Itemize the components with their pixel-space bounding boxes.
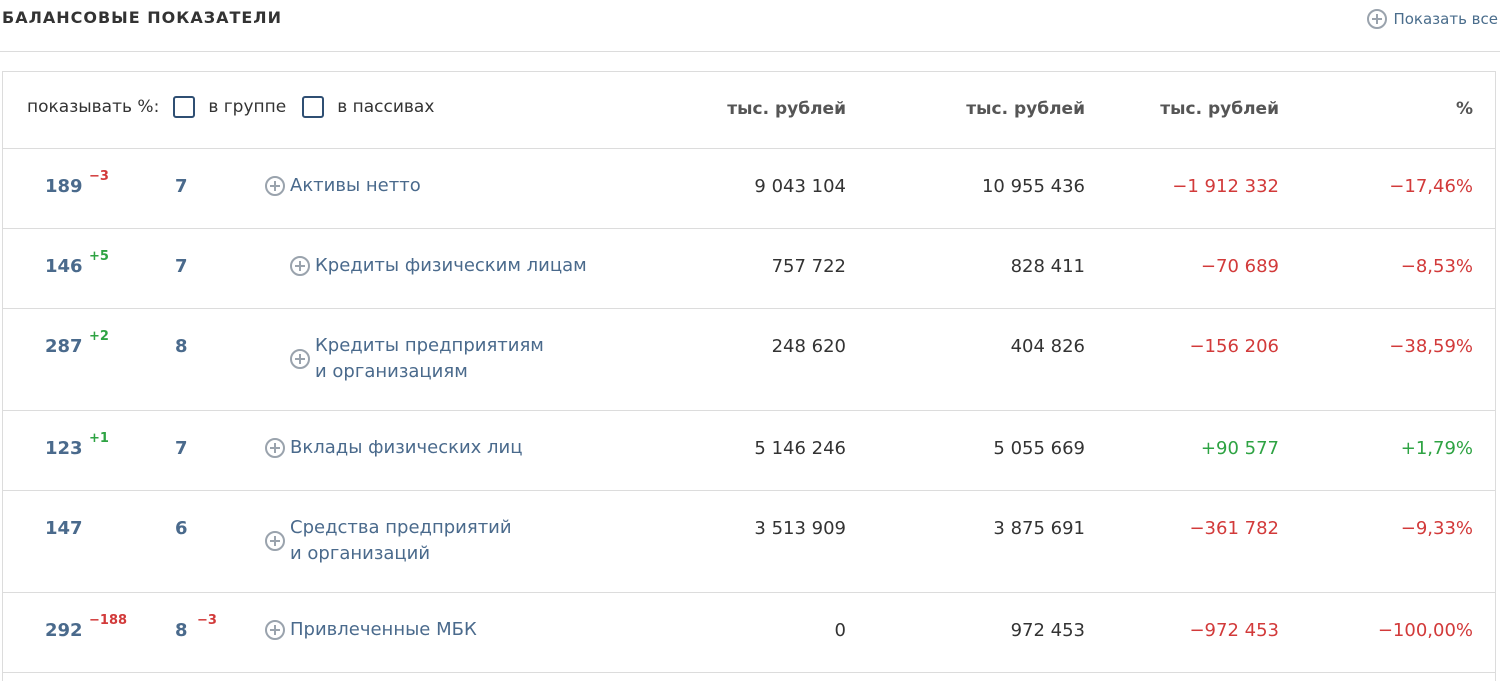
rank-delta: −188 [89, 613, 128, 628]
value-2: 10 955 436 [981, 176, 1085, 197]
row-name: Кредиты физическим лицам [315, 255, 587, 276]
rank-delta: +1 [89, 431, 109, 446]
diff-value: −1 912 332 [1172, 176, 1279, 197]
in-group-checkbox[interactable] [173, 96, 196, 118]
count-value: 7 [175, 256, 188, 277]
value-2: 5 055 669 [993, 438, 1085, 459]
percent-filter: показывать %: в группе в пассивах [27, 96, 434, 118]
row-name: Вклады физических лиц [290, 437, 523, 458]
count-value: 8 [175, 336, 188, 357]
count-delta: −3 [197, 613, 217, 628]
col-header-percent: % [1455, 99, 1473, 119]
expand-plus-icon [265, 438, 285, 458]
value-1: 0 [834, 620, 846, 641]
row-name: Привлеченные МБК [290, 619, 477, 640]
table-row: 287 +2 8 Кредиты предприятиям и организа… [3, 309, 1495, 411]
value-1: 9 043 104 [754, 176, 846, 197]
percent-value: −38,59% [1389, 336, 1473, 357]
show-all-label: Показать все [1393, 10, 1498, 28]
row-name: Средства предприятий и организаций [290, 517, 512, 564]
value-2: 404 826 [1010, 336, 1085, 357]
row-name-link[interactable]: Кредиты предприятиям и организациям [290, 333, 555, 385]
show-all-link[interactable]: Показать все [1367, 9, 1498, 29]
percent-value: −100,00% [1377, 620, 1473, 641]
table-header: показывать %: в группе в пассивах тыс. р… [3, 72, 1495, 149]
col-header-value-2: тыс. рублей [966, 99, 1085, 119]
row-name-link[interactable]: Активы нетто [265, 173, 530, 199]
percent-value: −17,46% [1389, 176, 1473, 197]
value-1: 757 722 [771, 256, 846, 277]
divider [0, 51, 1500, 52]
table-row: 189 −3 7 Активы нетто 9 043 104 10 955 4… [3, 149, 1495, 229]
rank-delta: −3 [89, 169, 109, 184]
table-row: 292 −188 8 −3 Привлеченные МБК 0 972 453… [3, 593, 1495, 673]
plus-circle-icon [1367, 9, 1388, 29]
expand-plus-icon [265, 176, 285, 196]
row-name-link[interactable]: Средства предприятий и организаций [265, 515, 520, 567]
diff-value: +90 577 [1200, 438, 1279, 459]
diff-value: −972 453 [1189, 620, 1279, 641]
section-title: БАЛАНСОВЫЕ ПОКАЗАТЕЛИ [2, 8, 282, 27]
rank-value: 123 [45, 438, 83, 459]
expand-plus-icon [265, 531, 285, 551]
table-row: 146 +5 7 Кредиты физическим лицам 757 72… [3, 229, 1495, 309]
col-header-value-1: тыс. рублей [727, 99, 846, 119]
table-row: 123 +1 7 Вклады физических лиц 5 146 246… [3, 411, 1495, 491]
row-name-link[interactable]: Кредиты физическим лицам [290, 253, 615, 279]
diff-value: −156 206 [1189, 336, 1279, 357]
count-value: 7 [175, 176, 188, 197]
row-name: Активы нетто [290, 175, 421, 196]
row-name: Кредиты предприятиям и организациям [315, 335, 544, 382]
percent-value: −9,33% [1400, 518, 1473, 539]
value-2: 828 411 [1010, 256, 1085, 277]
col-header-diff: тыс. рублей [1160, 99, 1279, 119]
table-row: 147 6 Средства предприятий и организаций… [3, 491, 1495, 593]
value-2: 972 453 [1010, 620, 1085, 641]
rank-value: 147 [45, 518, 83, 539]
rank-value: 287 [45, 336, 83, 357]
diff-value: −70 689 [1200, 256, 1279, 277]
balance-table: показывать %: в группе в пассивах тыс. р… [2, 71, 1496, 681]
expand-plus-icon [265, 620, 285, 640]
rank-value: 146 [45, 256, 83, 277]
value-1: 248 620 [771, 336, 846, 357]
expand-plus-icon [290, 256, 310, 276]
rank-value: 292 [45, 620, 83, 641]
percent-value: −8,53% [1400, 256, 1473, 277]
in-liabilities-label: в пассивах [337, 97, 435, 117]
rank-delta: +5 [89, 249, 109, 264]
count-value: 6 [175, 518, 188, 539]
value-2: 3 875 691 [993, 518, 1085, 539]
rank-value: 189 [45, 176, 83, 197]
row-name-link[interactable]: Привлеченные МБК [265, 617, 590, 643]
section-header: БАЛАНСОВЫЕ ПОКАЗАТЕЛИ Показать все [0, 0, 1506, 50]
in-liabilities-checkbox[interactable] [302, 96, 325, 118]
diff-value: −361 782 [1189, 518, 1279, 539]
row-name-link[interactable]: Вклады физических лиц [265, 435, 590, 461]
count-value: 7 [175, 438, 188, 459]
filter-label: показывать %: [27, 97, 160, 117]
value-1: 3 513 909 [754, 518, 846, 539]
count-value: 8 [175, 620, 188, 641]
percent-value: +1,79% [1400, 438, 1473, 459]
in-group-label: в группе [208, 97, 287, 117]
rank-delta: +2 [89, 329, 109, 344]
expand-plus-icon [290, 349, 310, 369]
value-1: 5 146 246 [754, 438, 846, 459]
